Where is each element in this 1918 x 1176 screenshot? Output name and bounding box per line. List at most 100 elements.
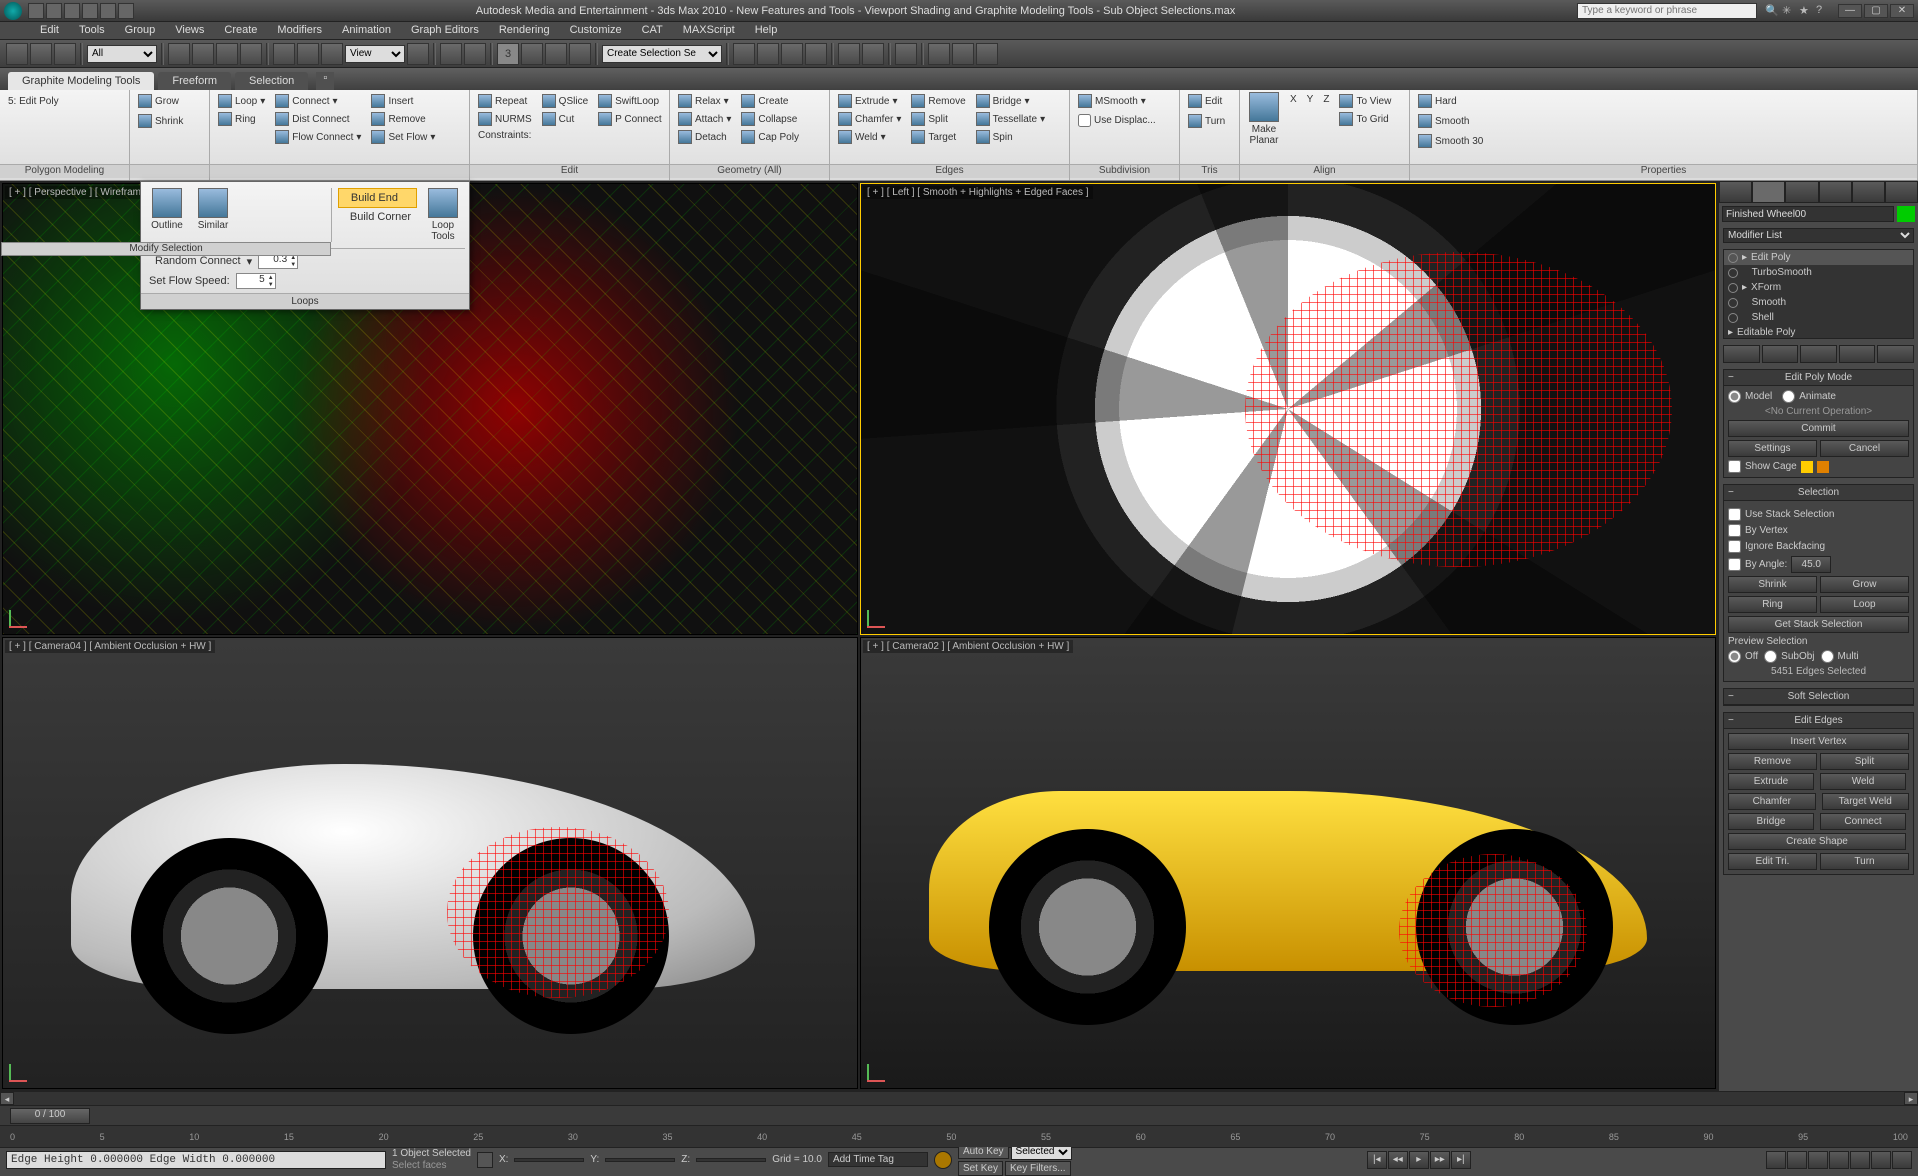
zoom-all-icon[interactable] [1829,1151,1849,1169]
snap-icon[interactable]: 3 [497,43,519,65]
modify-selection-label[interactable]: Modify Selection [1,242,331,256]
search-icon[interactable]: 🔍 [1765,4,1779,18]
ring-button[interactable]: Ring [214,110,269,128]
attach-button[interactable]: Attach ▾ [674,110,735,128]
build-end-item[interactable]: Build End [338,188,417,208]
animate-radio[interactable]: Animate [1782,390,1836,403]
viewport-hscroll[interactable]: ◂ ▸ [0,1091,1918,1105]
qat-save-icon[interactable] [64,3,80,19]
window-crossing-icon[interactable] [240,43,262,65]
viewport-label[interactable]: [ + ] [ Camera02 ] [ Ambient Occlusion +… [863,640,1073,653]
curve-editor-icon[interactable] [838,43,860,65]
preview-multi-radio[interactable]: Multi [1821,650,1859,663]
ee-remove-button[interactable]: Remove [1728,753,1817,770]
prev-frame-icon[interactable]: ◂◂ [1388,1151,1408,1169]
bind-icon[interactable] [54,43,76,65]
tab-selection[interactable]: Selection [235,72,308,90]
viewport-left[interactable]: [ + ] [ Left ] [ Smooth + Highlights + E… [860,183,1716,635]
modifier-stack[interactable]: ▸ Edit Poly TurboSmooth ▸ XForm Smooth S… [1723,249,1914,339]
link-icon[interactable] [6,43,28,65]
cut-button[interactable]: Cut [538,110,592,128]
render-setup-icon[interactable] [928,43,950,65]
show-cage-check[interactable]: Show Cage [1728,460,1909,473]
named-selection-select[interactable]: Create Selection Se [602,45,722,63]
pconnect-button[interactable]: P Connect [594,110,666,128]
ee-connect-button[interactable]: Connect [1820,813,1906,830]
spinner-snap-icon[interactable] [569,43,591,65]
object-color-swatch[interactable] [1897,206,1915,222]
percent-snap-icon[interactable] [545,43,567,65]
commit-button[interactable]: Commit [1728,420,1909,437]
z-field[interactable] [696,1158,766,1162]
togrid-button[interactable]: To Grid [1335,110,1395,128]
toview-button[interactable]: To View [1335,92,1395,110]
favorites-icon[interactable]: ★ [1799,4,1813,18]
edge-target-button[interactable]: Target [907,128,969,146]
insert-vertex-button[interactable]: Insert Vertex [1728,733,1909,750]
rollout-header[interactable]: Edit Poly Mode [1724,370,1913,386]
panel-label-tris[interactable]: Tris [1180,164,1239,178]
get-stack-button[interactable]: Get Stack Selection [1728,616,1909,633]
help-search-input[interactable] [1577,3,1757,19]
menu-views[interactable]: Views [165,22,214,39]
panel-label-geometry[interactable]: Geometry (All) [670,164,829,178]
ee-edittri-button[interactable]: Edit Tri. [1728,853,1817,870]
smooth30-button[interactable]: Smooth 30 [1414,132,1913,150]
repeat-button[interactable]: Repeat [474,92,536,110]
ref-coord-select[interactable]: View [345,45,405,63]
unlink-icon[interactable] [30,43,52,65]
goto-start-icon[interactable]: |◂ [1367,1151,1387,1169]
align-y-button[interactable]: Y [1303,92,1318,107]
keymode-icon[interactable] [464,43,486,65]
menu-cat[interactable]: CAT [632,22,673,39]
mirror-icon[interactable] [733,43,755,65]
tri-turn-button[interactable]: Turn [1184,112,1235,130]
rotate-icon[interactable] [297,43,319,65]
by-vertex-check[interactable]: By Vertex [1728,524,1909,537]
ee-targetweld-button[interactable]: Target Weld [1822,793,1910,810]
move-icon[interactable] [273,43,295,65]
graphite-icon[interactable] [805,43,827,65]
viewport-label[interactable]: [ + ] [ Camera04 ] [ Ambient Occlusion +… [5,640,215,653]
insert-button[interactable]: Insert [367,92,439,110]
panel-label-edges[interactable]: Edges [830,164,1069,178]
selection-filter-select[interactable]: All [87,45,157,63]
use-displac-button[interactable]: Use Displac... [1074,112,1175,129]
edge-weld-button[interactable]: Weld ▾ [834,128,905,146]
create-button[interactable]: Create [737,92,803,110]
grow-button[interactable]: Grow [1820,576,1909,593]
time-slider[interactable]: 0 / 100 [0,1105,1918,1125]
menu-customize[interactable]: Customize [560,22,632,39]
select-region-icon[interactable] [216,43,238,65]
ring-button[interactable]: Ring [1728,596,1817,613]
scroll-left-icon[interactable]: ◂ [0,1092,14,1105]
flow-connect-button[interactable]: Flow Connect ▾ [271,128,365,146]
tab-utilities-icon[interactable] [1885,181,1918,203]
qslice-button[interactable]: QSlice [538,92,592,110]
maximize-button[interactable]: ▢ [1864,4,1888,18]
edge-chamfer-button[interactable]: Chamfer ▾ [834,110,905,128]
cancel-button[interactable]: Cancel [1820,440,1909,457]
render-icon[interactable] [976,43,998,65]
hard-button[interactable]: Hard [1414,92,1913,110]
grow-button[interactable]: Grow [134,92,205,110]
communication-icon[interactable]: ✳ [1782,4,1796,18]
tab-freeform[interactable]: Freeform [158,72,231,90]
menu-rendering[interactable]: Rendering [489,22,560,39]
qat-redo-icon[interactable] [100,3,116,19]
align-icon[interactable] [757,43,779,65]
panel-label-props[interactable]: Properties [1410,164,1917,178]
select-name-icon[interactable] [192,43,214,65]
ignore-bf-check[interactable]: Ignore Backfacing [1728,540,1909,553]
zoom-icon[interactable] [1808,1151,1828,1169]
material-editor-icon[interactable] [895,43,917,65]
looptools-bigbutton[interactable]: Loop Tools [423,188,463,242]
modifier-list-select[interactable]: Modifier List [1723,228,1914,243]
preview-subobj-radio[interactable]: SubObj [1764,650,1814,663]
menu-modifiers[interactable]: Modifiers [267,22,332,39]
set-flow-speed-spinner[interactable]: 5 [236,273,276,289]
relax-button[interactable]: Relax ▾ [674,92,735,110]
build-corner-item[interactable]: Build Corner [338,208,417,226]
ee-createshape-button[interactable]: Create Shape [1728,833,1906,850]
show-end-icon[interactable] [1762,345,1799,363]
